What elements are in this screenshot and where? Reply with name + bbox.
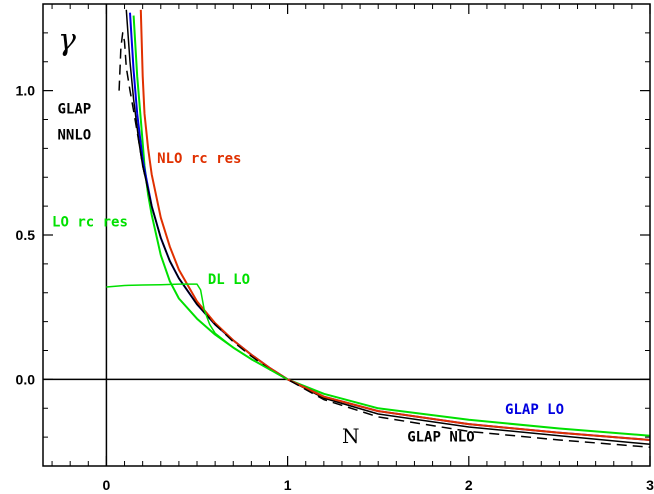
series-line-glap-nnlo — [118, 32, 651, 448]
series-line-glap-lo — [129, 12, 651, 441]
series-line-nlo-rc-res — [139, 9, 651, 441]
y-tick-label: 1.0 — [16, 83, 36, 99]
series-line-lo-rc-res — [132, 15, 651, 437]
y-axis-label: γ — [58, 23, 76, 58]
curve-label: GLAP NLO — [407, 429, 474, 445]
curve-label: LO rc res — [52, 214, 128, 230]
y-tick-label: 0.0 — [16, 371, 36, 387]
series-line-dl-lo — [106, 283, 288, 381]
x-tick-label: 0 — [103, 477, 111, 493]
zero-lines — [43, 4, 650, 466]
x-axis-label: N — [342, 424, 360, 448]
x-tick-label: 1 — [284, 477, 292, 493]
curve-label: DL LO — [208, 272, 250, 288]
x-tick-label: 3 — [646, 477, 654, 493]
y-tick-label: 0.5 — [16, 227, 36, 243]
series-layer — [106, 9, 651, 448]
curve-label: NNLO — [57, 128, 91, 144]
curve-label: NLO rc res — [157, 151, 241, 167]
curve-label: GLAP LO — [505, 402, 564, 418]
x-tick-label: 2 — [465, 477, 473, 493]
tick-layer: 0 1 2 3 0.0 0.5 1.0 — [16, 3, 654, 493]
annotation-layer: GLAP NNLO NLO rc res LO rc res DL LO GLAP LO G… — [52, 102, 564, 446]
curve-label: GLAP — [57, 102, 91, 118]
